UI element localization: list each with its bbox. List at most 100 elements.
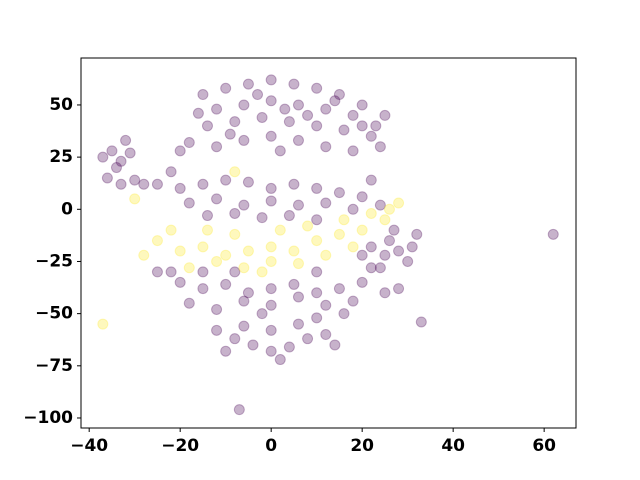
point <box>238 320 250 332</box>
point <box>174 182 186 194</box>
point <box>256 212 268 224</box>
point <box>302 333 314 345</box>
point <box>374 262 386 274</box>
point <box>547 228 559 240</box>
point <box>211 324 223 336</box>
point <box>379 109 391 121</box>
point <box>383 235 395 247</box>
point <box>242 78 254 90</box>
point <box>283 341 295 353</box>
point <box>265 283 277 295</box>
point <box>338 308 350 320</box>
point <box>265 74 277 86</box>
point <box>393 245 405 257</box>
point <box>329 95 341 107</box>
point <box>265 195 277 207</box>
point <box>347 241 359 253</box>
point <box>274 224 286 236</box>
point <box>238 134 250 146</box>
y-tick-label: 50 <box>49 95 73 115</box>
point <box>311 287 323 299</box>
point <box>265 130 277 142</box>
point <box>393 197 405 209</box>
point <box>406 241 418 253</box>
point <box>220 174 232 186</box>
axes-frame <box>80 57 577 429</box>
point <box>302 109 314 121</box>
point <box>415 316 427 328</box>
point <box>379 287 391 299</box>
x-tick-label: −20 <box>161 436 199 456</box>
y-tick-label: 0 <box>61 199 73 219</box>
point <box>192 107 204 119</box>
point <box>311 266 323 278</box>
point <box>201 224 213 236</box>
point <box>311 312 323 324</box>
point <box>242 176 254 188</box>
point <box>370 120 382 132</box>
point <box>393 283 405 295</box>
point <box>224 128 236 140</box>
point <box>233 404 245 416</box>
point <box>174 245 186 257</box>
point <box>265 345 277 357</box>
point <box>274 354 286 366</box>
point <box>229 333 241 345</box>
point <box>197 283 209 295</box>
point <box>292 199 304 211</box>
y-tick-label: −100 <box>23 408 73 428</box>
point <box>183 197 195 209</box>
point <box>265 324 277 336</box>
point <box>329 339 341 351</box>
point <box>238 262 250 274</box>
point <box>402 255 414 267</box>
point <box>365 241 377 253</box>
point <box>247 339 259 351</box>
point <box>347 145 359 157</box>
x-tick-label: 0 <box>265 436 277 456</box>
point <box>292 99 304 111</box>
x-tick-label: 20 <box>350 436 374 456</box>
point <box>101 172 113 184</box>
point <box>288 278 300 290</box>
point <box>356 191 368 203</box>
point <box>379 214 391 226</box>
point <box>365 207 377 219</box>
point <box>151 235 163 247</box>
y-tick-label: −25 <box>35 251 73 271</box>
point <box>138 178 150 190</box>
point <box>347 109 359 121</box>
point <box>238 99 250 111</box>
point <box>311 182 323 194</box>
point <box>220 82 232 94</box>
point <box>229 228 241 240</box>
point <box>151 178 163 190</box>
point <box>129 174 141 186</box>
point <box>365 262 377 274</box>
point <box>320 197 332 209</box>
point <box>411 228 423 240</box>
point <box>229 266 241 278</box>
point <box>379 249 391 261</box>
point <box>374 141 386 153</box>
point <box>242 287 254 299</box>
point <box>97 151 109 163</box>
point <box>356 120 368 132</box>
point <box>115 155 127 167</box>
point <box>288 78 300 90</box>
point <box>292 318 304 330</box>
point <box>229 207 241 219</box>
point <box>165 224 177 236</box>
x-tick-label: 60 <box>532 436 556 456</box>
point <box>288 178 300 190</box>
point <box>333 228 345 240</box>
point <box>320 249 332 261</box>
point <box>220 249 232 261</box>
point <box>274 145 286 157</box>
point <box>311 120 323 132</box>
point <box>238 295 250 307</box>
point <box>311 82 323 94</box>
point <box>320 141 332 153</box>
point <box>229 166 241 178</box>
